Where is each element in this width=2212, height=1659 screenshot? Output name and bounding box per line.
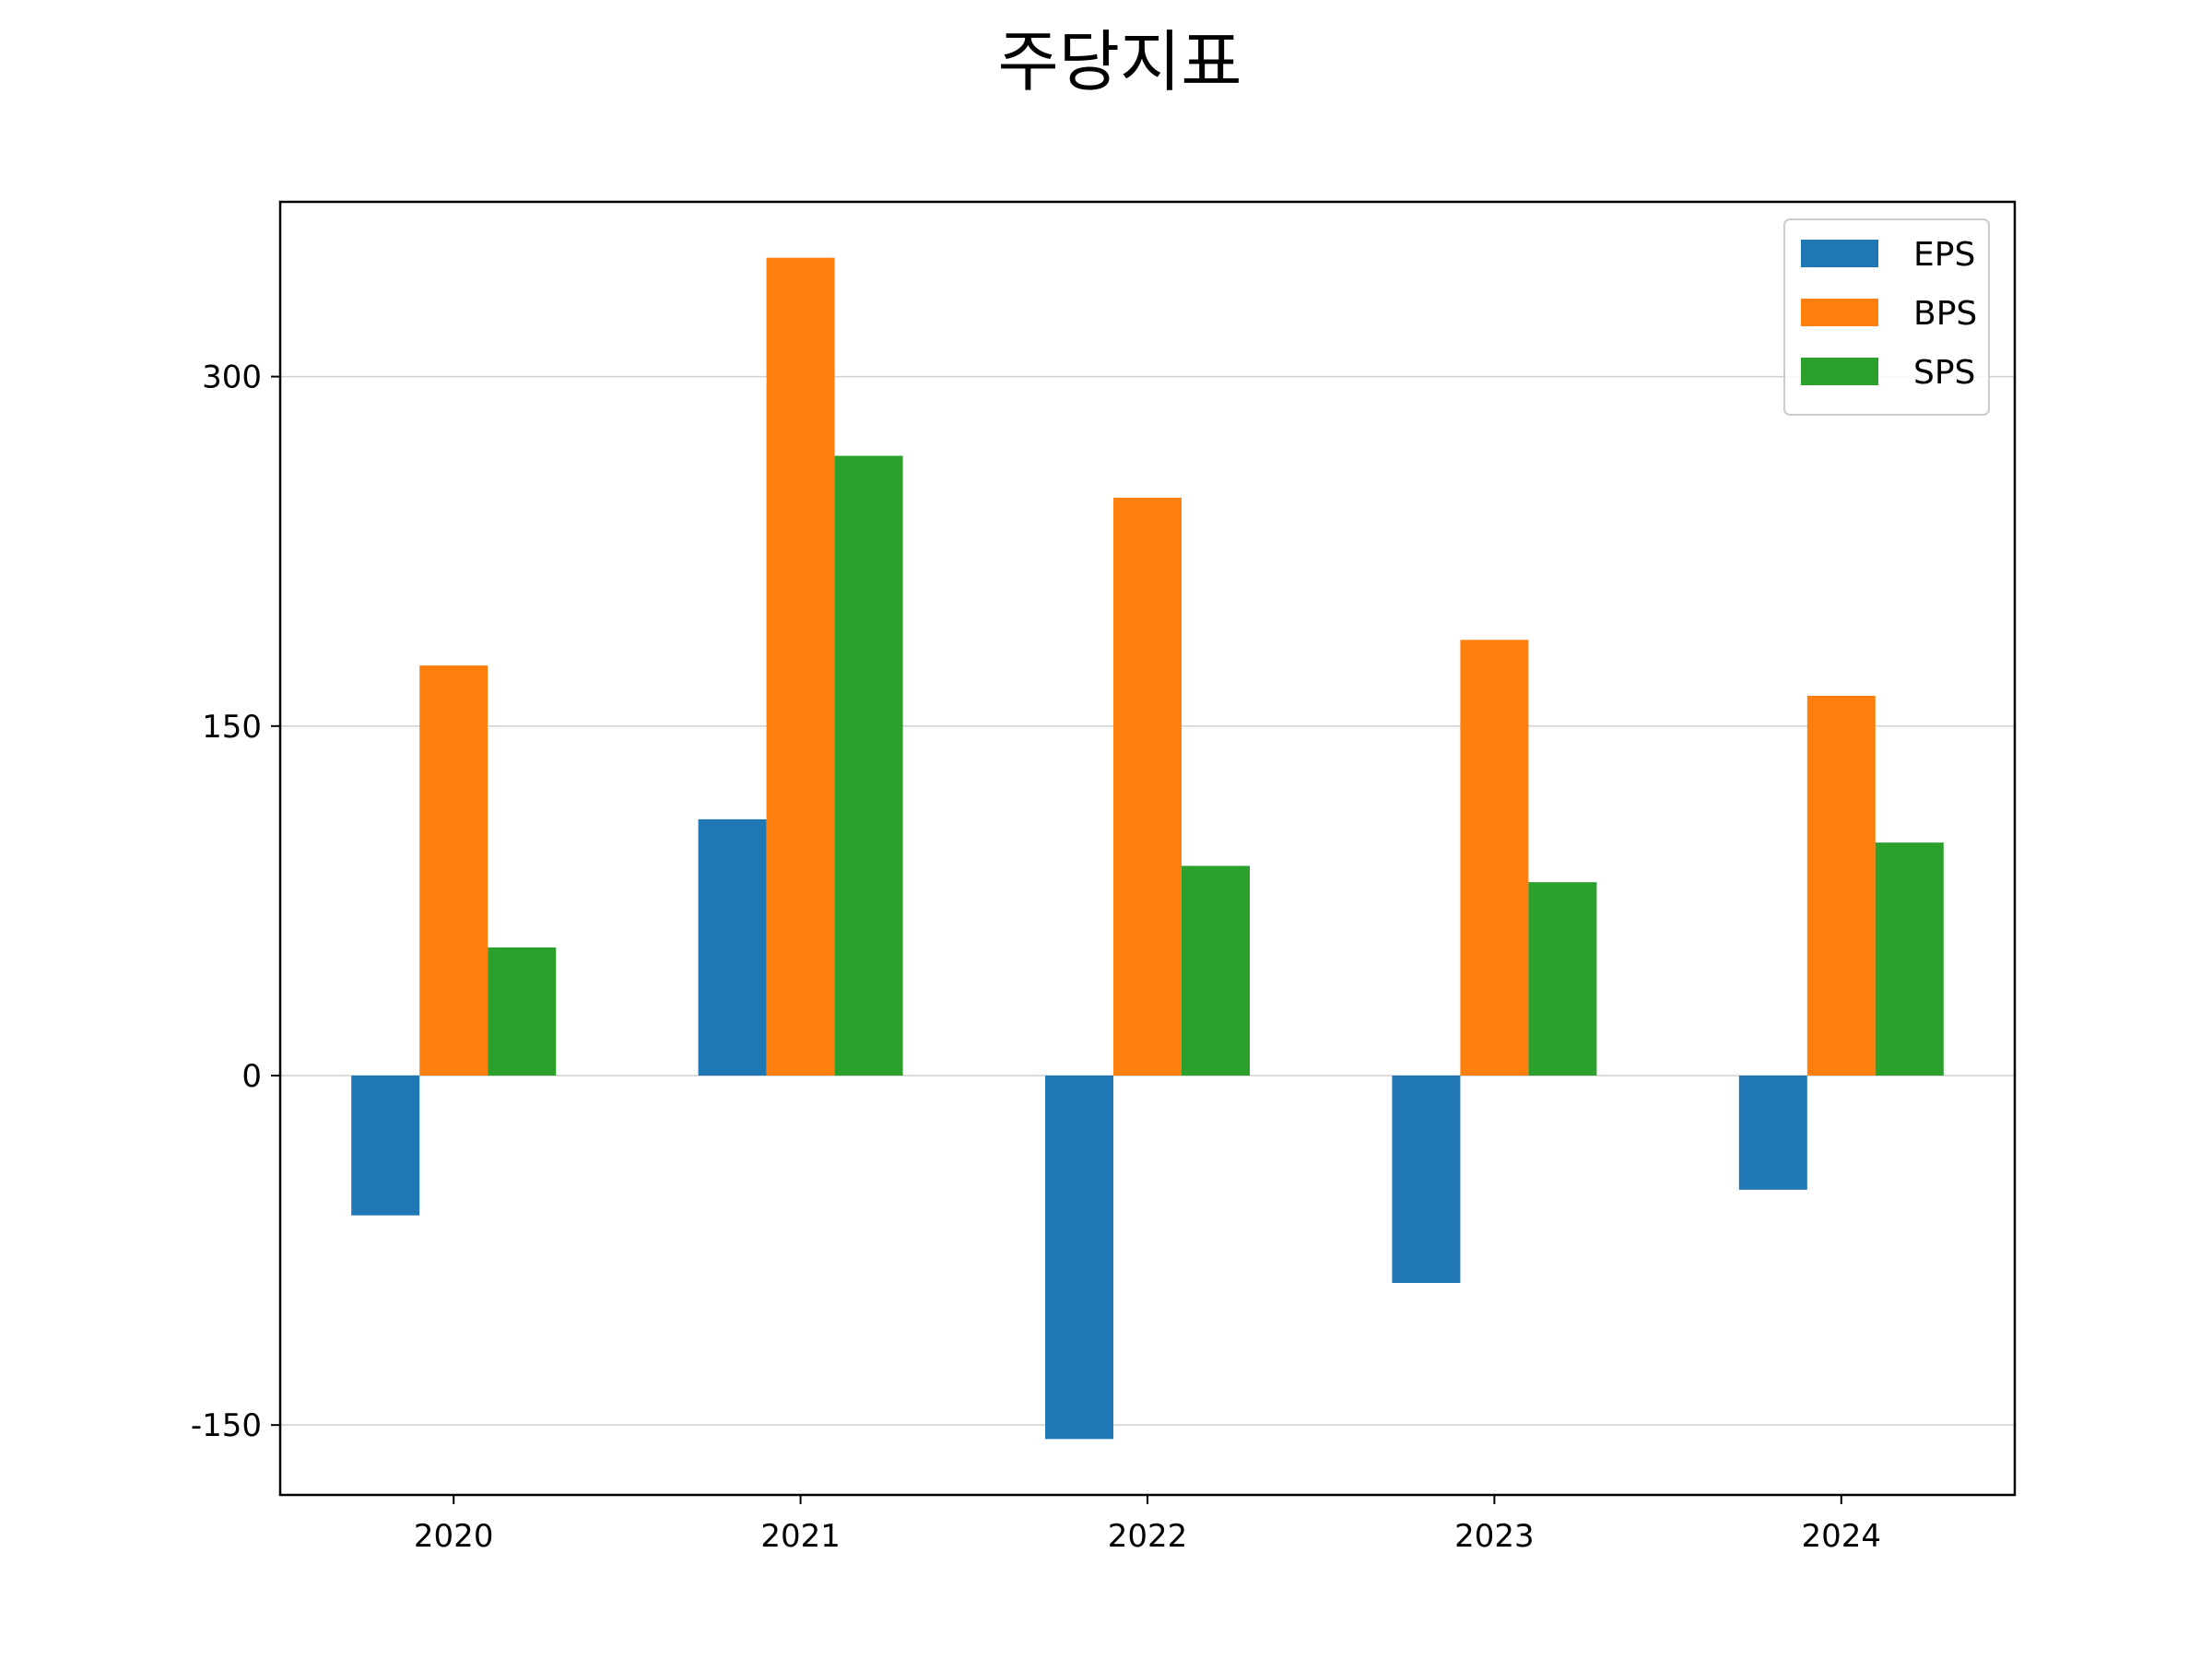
y-tick-label: 150 [202, 709, 262, 746]
bar-sps-2020 [488, 947, 557, 1076]
x-tick-label: 2023 [1454, 1518, 1535, 1555]
bar-sps-2024 [1875, 842, 1944, 1076]
bar-bps-2022 [1113, 498, 1182, 1076]
x-axis: 2020 2021 2022 2023 2024 [414, 1495, 1881, 1555]
legend-swatch-bps [1801, 299, 1878, 326]
x-tick-label: 2024 [1802, 1518, 1882, 1555]
bar-eps-2024 [1738, 1075, 1807, 1190]
legend-swatch-eps [1801, 240, 1878, 267]
y-tick-label: -150 [191, 1407, 262, 1444]
legend-label-sps: SPS [1913, 354, 1975, 392]
bar-eps-2021 [698, 818, 767, 1076]
bar-bps-2021 [766, 257, 835, 1076]
bar-eps-2022 [1045, 1075, 1113, 1440]
bars [351, 257, 1944, 1440]
legend-label-eps: EPS [1913, 236, 1975, 274]
y-tick-label: 0 [241, 1058, 262, 1095]
bar-eps-2023 [1392, 1075, 1461, 1283]
chart-title: 주당지표 [998, 23, 1242, 100]
y-tick-label: 300 [202, 359, 262, 396]
legend: EPS BPS SPS [1783, 218, 1990, 416]
legend-label-bps: BPS [1913, 295, 1977, 333]
x-tick-label: 2021 [760, 1518, 841, 1555]
legend-swatch-sps [1801, 358, 1878, 385]
bar-bps-2020 [419, 665, 488, 1076]
bar-sps-2022 [1182, 865, 1250, 1076]
bar-bps-2024 [1806, 695, 1876, 1076]
x-tick-label: 2022 [1108, 1518, 1188, 1555]
bar-bps-2023 [1460, 640, 1529, 1076]
bar-eps-2020 [351, 1075, 420, 1216]
bar-sps-2023 [1528, 882, 1597, 1076]
y-axis: -150 0 150 300 [191, 359, 280, 1444]
x-tick-label: 2020 [414, 1518, 494, 1555]
bar-sps-2021 [834, 455, 903, 1076]
